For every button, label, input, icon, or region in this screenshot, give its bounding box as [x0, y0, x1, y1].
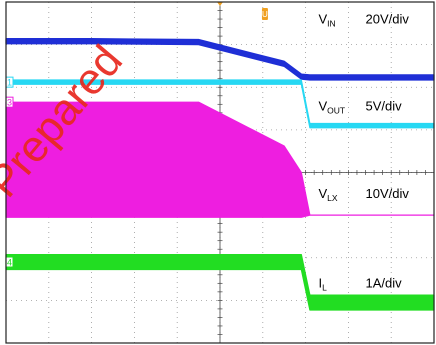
channel-markers: 1 3 4 U [5, 2, 268, 268]
channel-symbol-vin: V [318, 11, 327, 26]
plot-frame [5, 1, 435, 344]
channel-subscript-vout: OUT [327, 106, 345, 116]
channel-name-il: IL [318, 276, 327, 293]
channel-scale-vin: 20V/div [366, 11, 410, 26]
channel-subscript-il: L [322, 283, 327, 293]
channel-scale-vlx: 10V/div [366, 186, 410, 201]
channel-name-vlx: VLX [318, 186, 337, 203]
channel-marker-label-vlx: 3 [7, 98, 12, 108]
trace-vlx [5, 101, 435, 218]
channel-subscript-vin: IN [327, 18, 336, 28]
channel-symbol-vout: V [318, 99, 327, 114]
channel-name-vout: VOUT [318, 99, 345, 116]
channel-symbol-il: I [318, 276, 322, 291]
trigger-marker-label: U [262, 10, 268, 19]
waveform-traces [5, 38, 435, 311]
channel-scale-vout: 5V/div [366, 99, 403, 114]
channel-name-vin: VIN [318, 11, 335, 28]
trigger-marker [261, 8, 268, 20]
channel-subscript-vlx: LX [327, 193, 338, 203]
channel-scale-il: 1A/div [366, 276, 403, 291]
trigger-position-marker [217, 2, 223, 6]
channel-marker-label-vout: 1 [7, 78, 12, 88]
channel-symbol-vlx: V [318, 186, 327, 201]
channel-marker-label-il: 4 [7, 258, 12, 268]
